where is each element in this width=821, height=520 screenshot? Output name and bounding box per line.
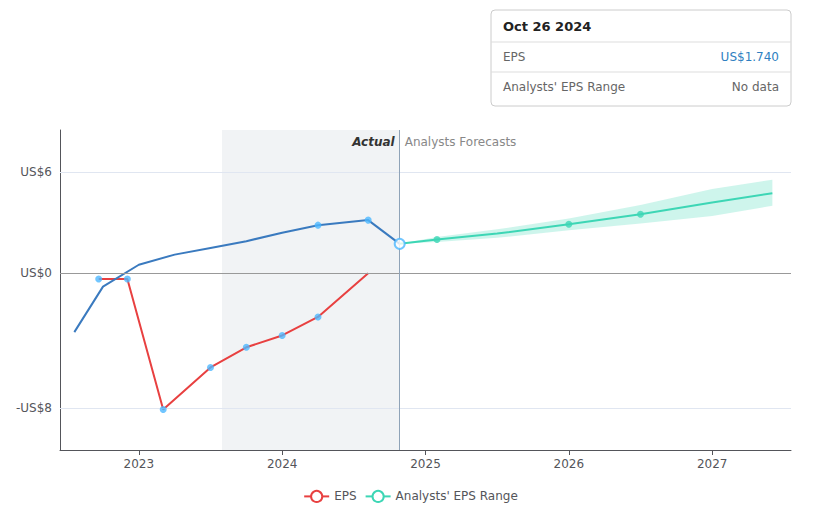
svg-text:Analysts' EPS Range: Analysts' EPS Range: [396, 489, 518, 503]
svg-text:US$1.740: US$1.740: [721, 50, 779, 64]
svg-text:-US$8: -US$8: [16, 401, 52, 415]
svg-text:2023: 2023: [124, 457, 155, 471]
svg-text:Analysts Forecasts: Analysts Forecasts: [405, 135, 517, 149]
svg-text:US$6: US$6: [20, 165, 52, 179]
svg-text:EPS: EPS: [503, 50, 525, 64]
svg-text:No data: No data: [732, 80, 779, 94]
svg-text:2024: 2024: [267, 457, 298, 471]
svg-text:Actual: Actual: [351, 135, 395, 149]
svg-text:Analysts' EPS Range: Analysts' EPS Range: [503, 80, 625, 94]
svg-text:2026: 2026: [554, 457, 585, 471]
svg-text:2025: 2025: [410, 457, 441, 471]
svg-text:US$0: US$0: [20, 266, 52, 280]
svg-text:Oct 26 2024: Oct 26 2024: [503, 19, 591, 34]
svg-text:EPS: EPS: [334, 489, 356, 503]
svg-text:2027: 2027: [697, 457, 728, 471]
